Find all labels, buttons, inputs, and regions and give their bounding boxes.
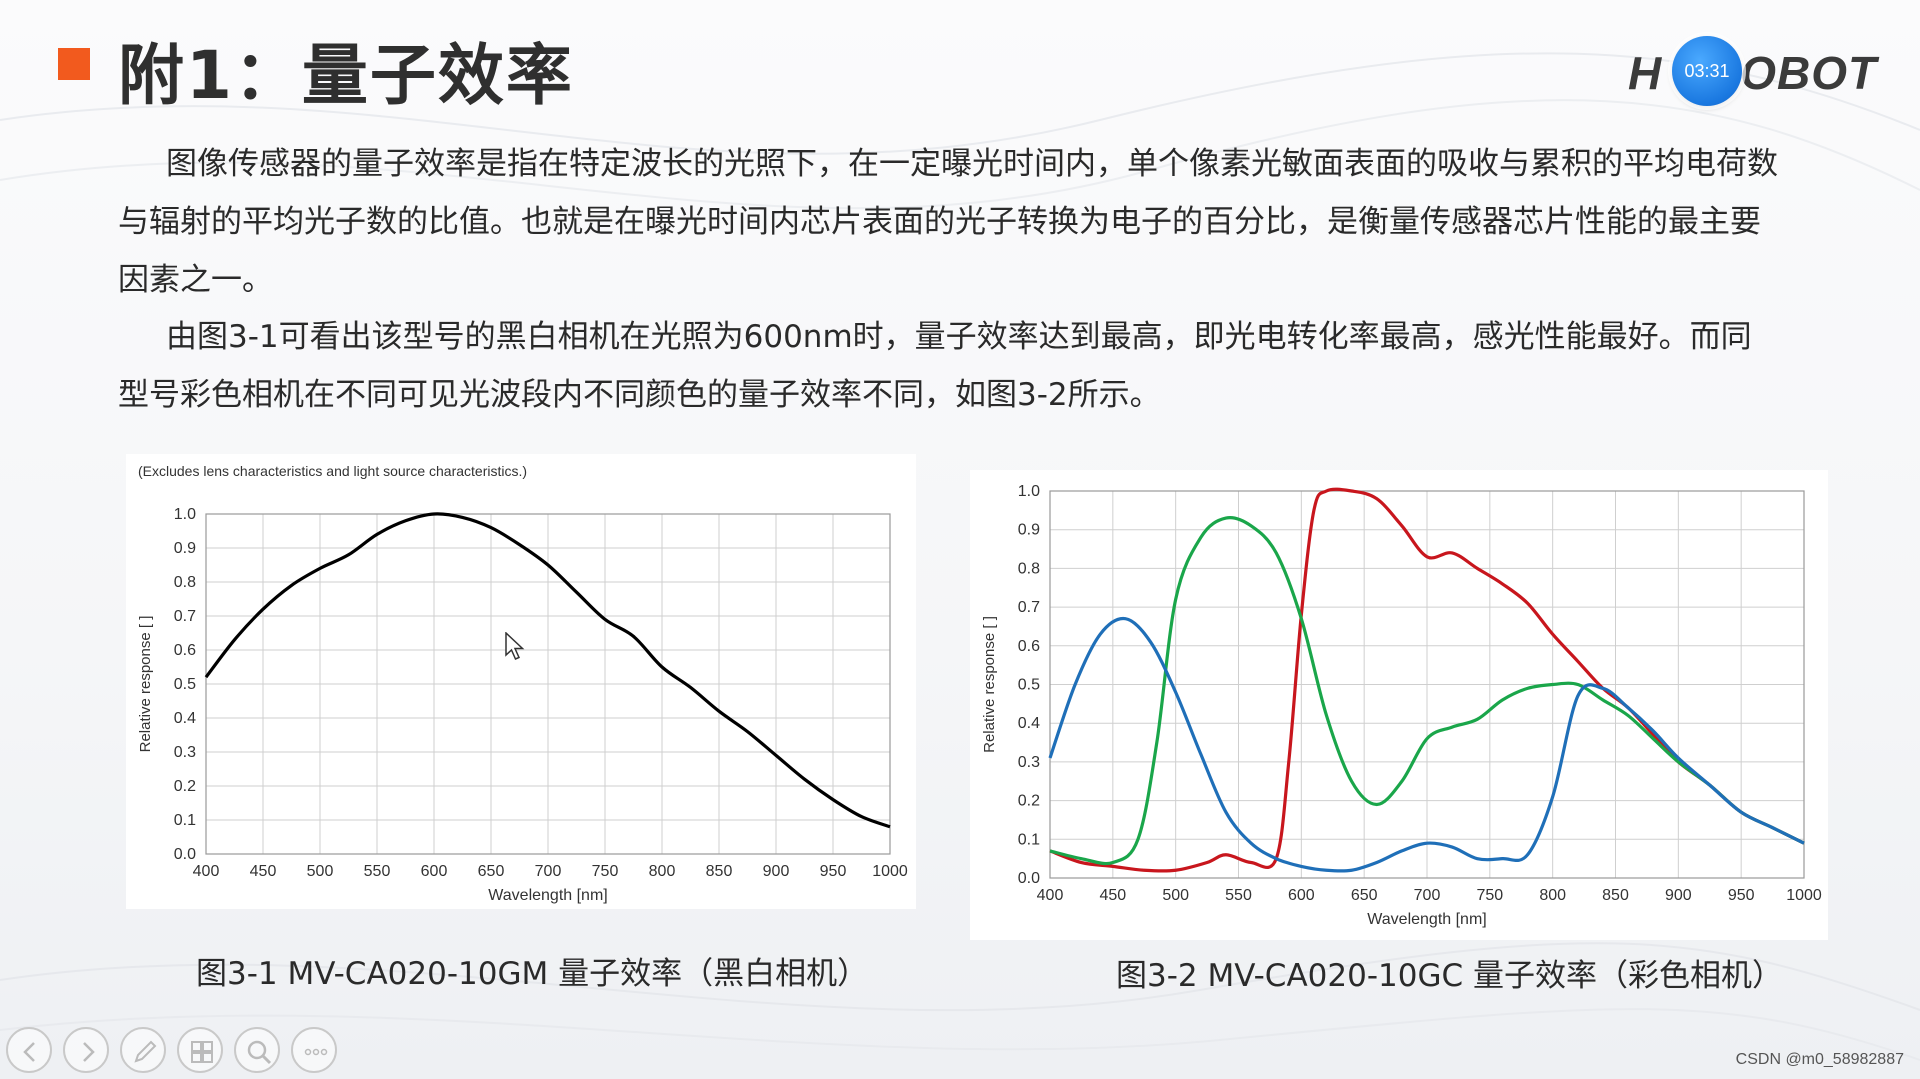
y-axis-label: Relative response [ ]	[137, 616, 154, 753]
y-tick-label: 0.4	[174, 710, 196, 727]
y-tick-label: 0.4	[1018, 715, 1040, 732]
plot-frame	[1049, 490, 1805, 879]
chart-color-box: 400 450 500 550 600 650 700 750 800 850 900 950 1000…	[970, 470, 1828, 940]
logo-text-right: OBOT	[1740, 47, 1878, 99]
y-tick-label: 0.0	[174, 846, 196, 863]
prev-icon	[23, 1042, 35, 1062]
x-tick-label: 1000	[872, 863, 908, 880]
next-icon	[83, 1042, 95, 1062]
x-tick-label: 800	[1539, 887, 1566, 904]
watermark: CSDN @m0_58982887	[1735, 1051, 1904, 1068]
y-tick-label: 0.5	[1018, 677, 1040, 694]
paragraph-1: 图像传感器的量子效率是指在特定波长的光照下，在一定曝光时间内，单个像素光敏面表面…	[118, 146, 1778, 298]
y-tick-label: 0.7	[1018, 599, 1040, 616]
next-button[interactable]	[63, 1027, 109, 1073]
pen-button[interactable]	[120, 1027, 166, 1073]
x-tick-label: 650	[1351, 887, 1378, 904]
chart-mono: 400 450 500 550 600 650 700 750 800 850 900 950 1000…	[137, 463, 908, 904]
y-tick-label: 0.3	[174, 744, 196, 761]
prev-button[interactable]	[6, 1027, 52, 1073]
x-tick-label: 700	[1414, 887, 1441, 904]
chart-mono-box: 400 450 500 550 600 650 700 750 800 850 900 950 1000…	[126, 454, 916, 909]
x-tick-label: 950	[1728, 887, 1755, 904]
y-tick-label: 0.6	[1018, 638, 1040, 655]
x-tick-label: 900	[1665, 887, 1692, 904]
paragraph-2: 由图3-1可看出该型号的黑白相机在光照为600nm时，量子效率达到最高，即光电转…	[118, 319, 1752, 413]
pen-icon	[134, 1040, 157, 1063]
x-axis-label: Wavelength [nm]	[488, 887, 607, 904]
x-tick-label: 750	[592, 863, 619, 880]
y-tick-label: 0.5	[174, 676, 196, 693]
caption-mono: 图3-1 MV-CA020-10GM 量子效率（黑白相机）	[196, 956, 869, 992]
x-tick-label: 450	[250, 863, 277, 880]
series-line-0	[1049, 487, 1805, 873]
y-tick-label: 0.1	[174, 812, 196, 829]
more-icon	[304, 1048, 328, 1056]
title-accent-square	[58, 48, 90, 80]
mouse-cursor-icon	[505, 632, 525, 660]
plot-frame	[205, 513, 891, 855]
series-line-1	[1049, 516, 1805, 866]
x-tick-label: 400	[1037, 887, 1064, 904]
logo-text-left: H	[1628, 47, 1663, 99]
x-tick-label: 500	[307, 863, 334, 880]
x-tick-label: 600	[421, 863, 448, 880]
logo: H OBOT	[1628, 44, 1878, 104]
x-tick-label: 850	[1602, 887, 1629, 904]
x-tick-label: 700	[535, 863, 562, 880]
y-tick-label: 0.9	[174, 540, 196, 557]
x-tick-label: 550	[364, 863, 391, 880]
x-tick-label: 850	[706, 863, 733, 880]
x-tick-label: 750	[1476, 887, 1503, 904]
x-tick-label: 500	[1162, 887, 1189, 904]
x-tick-label: 650	[478, 863, 505, 880]
x-tick-label: 1000	[1786, 887, 1822, 904]
caption-color: 图3-2 MV-CA020-10GC 量子效率（彩色相机）	[1116, 958, 1783, 994]
x-tick-label: 800	[649, 863, 676, 880]
y-axis-label: Relative response [ ]	[981, 616, 998, 753]
x-tick-label: 450	[1099, 887, 1126, 904]
x-tick-label: 600	[1288, 887, 1315, 904]
zoom-button[interactable]	[234, 1027, 280, 1073]
slides-grid-icon	[191, 1041, 213, 1063]
y-tick-label: 0.9	[1018, 522, 1040, 539]
x-tick-label: 950	[820, 863, 847, 880]
x-tick-label: 400	[193, 863, 220, 880]
y-tick-label: 0.1	[1018, 831, 1040, 848]
slide-title: 附1：量子效率	[118, 37, 574, 114]
y-tick-label: 0.2	[1018, 793, 1040, 810]
more-button[interactable]	[291, 1027, 337, 1073]
y-tick-label: 1.0	[174, 506, 196, 523]
x-tick-label: 900	[763, 863, 790, 880]
x-tick-label: 550	[1225, 887, 1252, 904]
chart-annotation: (Excludes lens characteristics and light…	[138, 463, 527, 479]
y-tick-label: 0.3	[1018, 754, 1040, 771]
y-tick-label: 0.7	[174, 608, 196, 625]
slides-grid-button[interactable]	[177, 1027, 223, 1073]
y-tick-label: 1.0	[1018, 483, 1040, 500]
y-tick-label: 0.6	[174, 642, 196, 659]
y-tick-label: 0.0	[1018, 870, 1040, 887]
timer-badge[interactable]: 03:31	[1672, 36, 1742, 106]
y-tick-label: 0.8	[1018, 560, 1040, 577]
x-axis-label: Wavelength [nm]	[1367, 911, 1486, 928]
series-line-0	[204, 512, 891, 829]
chart-color: 400 450 500 550 600 650 700 750 800 850 900 950 1000…	[981, 483, 1822, 928]
zoom-icon	[247, 1040, 272, 1065]
y-tick-label: 0.8	[174, 574, 196, 591]
series-line-2	[1048, 616, 1805, 873]
y-tick-label: 0.2	[174, 778, 196, 795]
